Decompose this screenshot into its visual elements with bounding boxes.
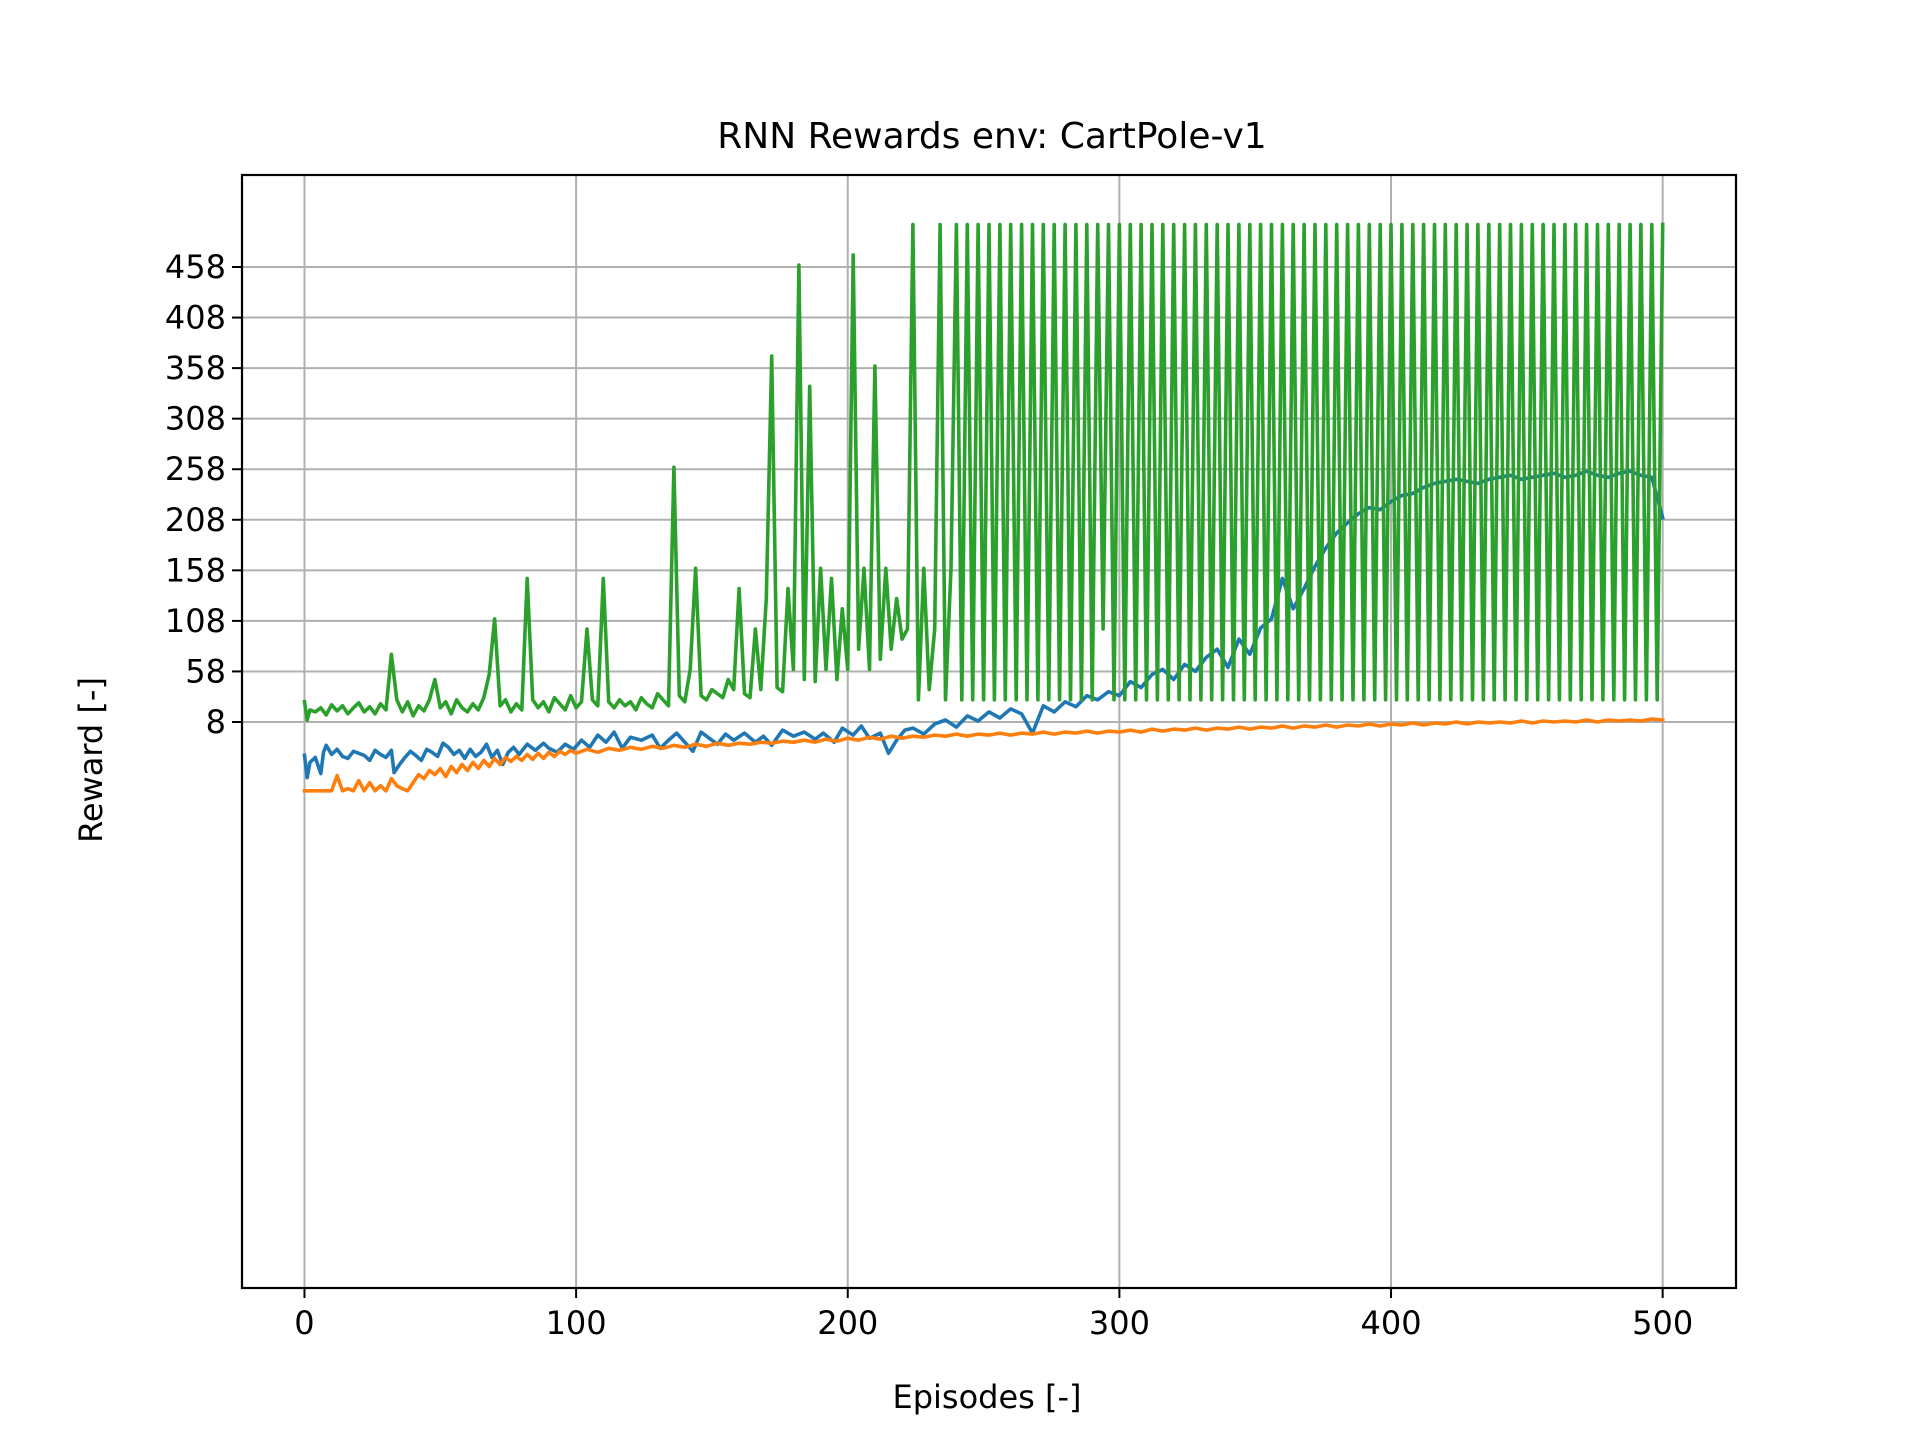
x-tick-label: 500 (1632, 1304, 1693, 1342)
y-tick-label: 58 (185, 652, 226, 690)
y-tick-label: 8 (206, 703, 226, 741)
x-tick-label: 200 (817, 1304, 878, 1342)
y-tick-label: 208 (165, 501, 226, 539)
series-lines (302, 222, 1665, 793)
y-tick-label: 308 (165, 400, 226, 438)
plot-frame (240, 173, 1738, 1290)
x-tick-label: 0 (294, 1304, 314, 1342)
series-line-2 (302, 717, 1665, 793)
x-tick-label: 300 (1089, 1304, 1150, 1342)
series-line-3 (302, 222, 1665, 722)
y-tick-label: 408 (165, 299, 226, 337)
y-axis-label: Reward [-] (72, 677, 110, 843)
y-tick-label: 108 (165, 602, 226, 640)
y-axis-ticks: 8 58 108 158 208 258 308 358 408 458 (165, 248, 242, 741)
x-axis-ticks: 0 100 200 300 400 500 (294, 1288, 1693, 1342)
y-tick-label: 358 (165, 349, 226, 387)
x-tick-label: 400 (1360, 1304, 1421, 1342)
x-axis-label: Episodes [-] (892, 1378, 1081, 1416)
y-tick-label: 458 (165, 248, 226, 286)
y-tick-label: 258 (165, 450, 226, 488)
x-tick-label: 100 (546, 1304, 607, 1342)
y-tick-label: 158 (165, 551, 226, 589)
chart-title: RNN Rewards env: CartPole-v1 (717, 116, 1266, 157)
